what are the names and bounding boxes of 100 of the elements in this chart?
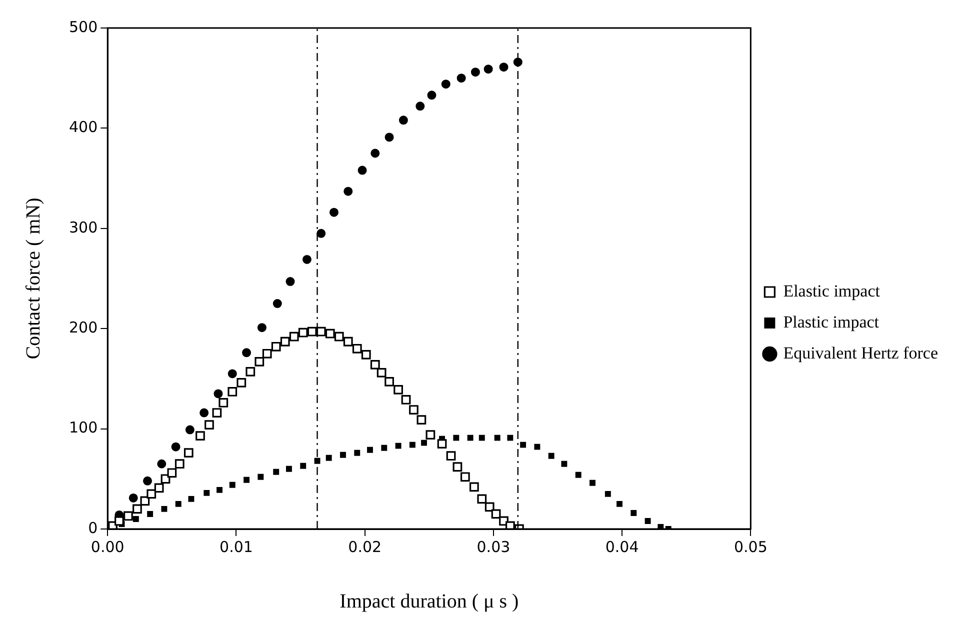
point: [143, 476, 152, 486]
legend-label: Plastic impact: [783, 312, 880, 332]
point: [175, 500, 182, 507]
point: [174, 459, 184, 469]
point: [441, 80, 450, 89]
point: [478, 434, 485, 441]
point: [216, 486, 222, 493]
point: [132, 504, 142, 514]
point: [254, 356, 264, 366]
point: [484, 64, 493, 74]
x-tick-label: 0.05: [734, 538, 768, 556]
x-tick-label: 0.01: [220, 538, 253, 556]
point: [494, 434, 500, 441]
y-tick-label: 200: [68, 318, 98, 336]
point: [325, 328, 335, 338]
point: [316, 326, 326, 336]
point: [298, 328, 308, 338]
point: [361, 350, 371, 360]
point: [229, 482, 236, 488]
point: [114, 516, 124, 526]
x-axis-title: Impact duration ( μ s ): [340, 590, 519, 612]
point: [416, 102, 425, 111]
point: [491, 509, 501, 519]
point: [246, 366, 256, 376]
point: [326, 454, 332, 461]
x-tick-label: 0.02: [348, 538, 382, 556]
point: [421, 440, 427, 446]
point: [262, 348, 272, 358]
point: [384, 377, 394, 386]
point: [437, 439, 447, 449]
point: [456, 74, 466, 83]
point: [258, 474, 264, 480]
point: [316, 228, 326, 238]
point: [147, 510, 154, 517]
point: [185, 425, 194, 434]
point: [590, 480, 596, 486]
point: [228, 387, 238, 396]
point: [214, 389, 223, 398]
point: [416, 415, 426, 424]
point: [604, 490, 611, 497]
point: [218, 398, 228, 408]
y-tick-label: 0: [88, 518, 98, 537]
point: [257, 323, 266, 332]
x-tick-label: 0.04: [605, 538, 639, 556]
point: [477, 494, 487, 504]
point: [354, 450, 360, 456]
y-tick-label: 300: [68, 218, 98, 236]
point: [286, 277, 295, 286]
point: [520, 442, 526, 448]
point: [128, 493, 138, 502]
point: [204, 420, 214, 430]
point: [616, 500, 622, 507]
point: [329, 208, 338, 217]
point: [167, 468, 177, 478]
point: [184, 448, 194, 458]
point: [630, 510, 637, 516]
point: [575, 472, 582, 478]
point: [358, 166, 367, 175]
point: [376, 368, 386, 378]
point: [228, 369, 237, 378]
point: [513, 58, 522, 67]
point: [188, 496, 194, 502]
point: [242, 348, 252, 358]
point: [469, 482, 479, 492]
point: [484, 502, 494, 512]
point: [452, 462, 462, 472]
point: [398, 116, 408, 125]
point: [124, 511, 133, 521]
point: [427, 90, 436, 100]
point: [132, 516, 139, 522]
point: [236, 378, 246, 388]
point: [548, 452, 554, 459]
point: [271, 342, 281, 352]
point: [352, 344, 362, 354]
point: [426, 430, 436, 440]
point: [460, 472, 470, 482]
point: [212, 408, 222, 418]
y-tick-label: 500: [68, 18, 98, 36]
point: [272, 299, 282, 308]
point: [244, 476, 250, 483]
point: [395, 442, 402, 449]
legend-label: Elastic impact: [783, 281, 880, 300]
point: [401, 395, 411, 404]
y-tick-label: 100: [68, 418, 98, 437]
point: [140, 496, 150, 506]
point: [534, 444, 540, 450]
x-tick-label: 0.00: [90, 538, 124, 556]
point: [196, 431, 205, 441]
point: [384, 132, 394, 142]
point: [307, 326, 317, 336]
point: [499, 62, 508, 72]
point: [154, 483, 164, 493]
point: [157, 459, 166, 468]
point: [381, 444, 388, 451]
point: [453, 434, 460, 441]
y-tick-label: 400: [68, 118, 98, 136]
x-tick-label: 0.03: [476, 538, 510, 556]
point: [658, 524, 664, 529]
point: [146, 489, 156, 499]
point: [302, 254, 312, 264]
